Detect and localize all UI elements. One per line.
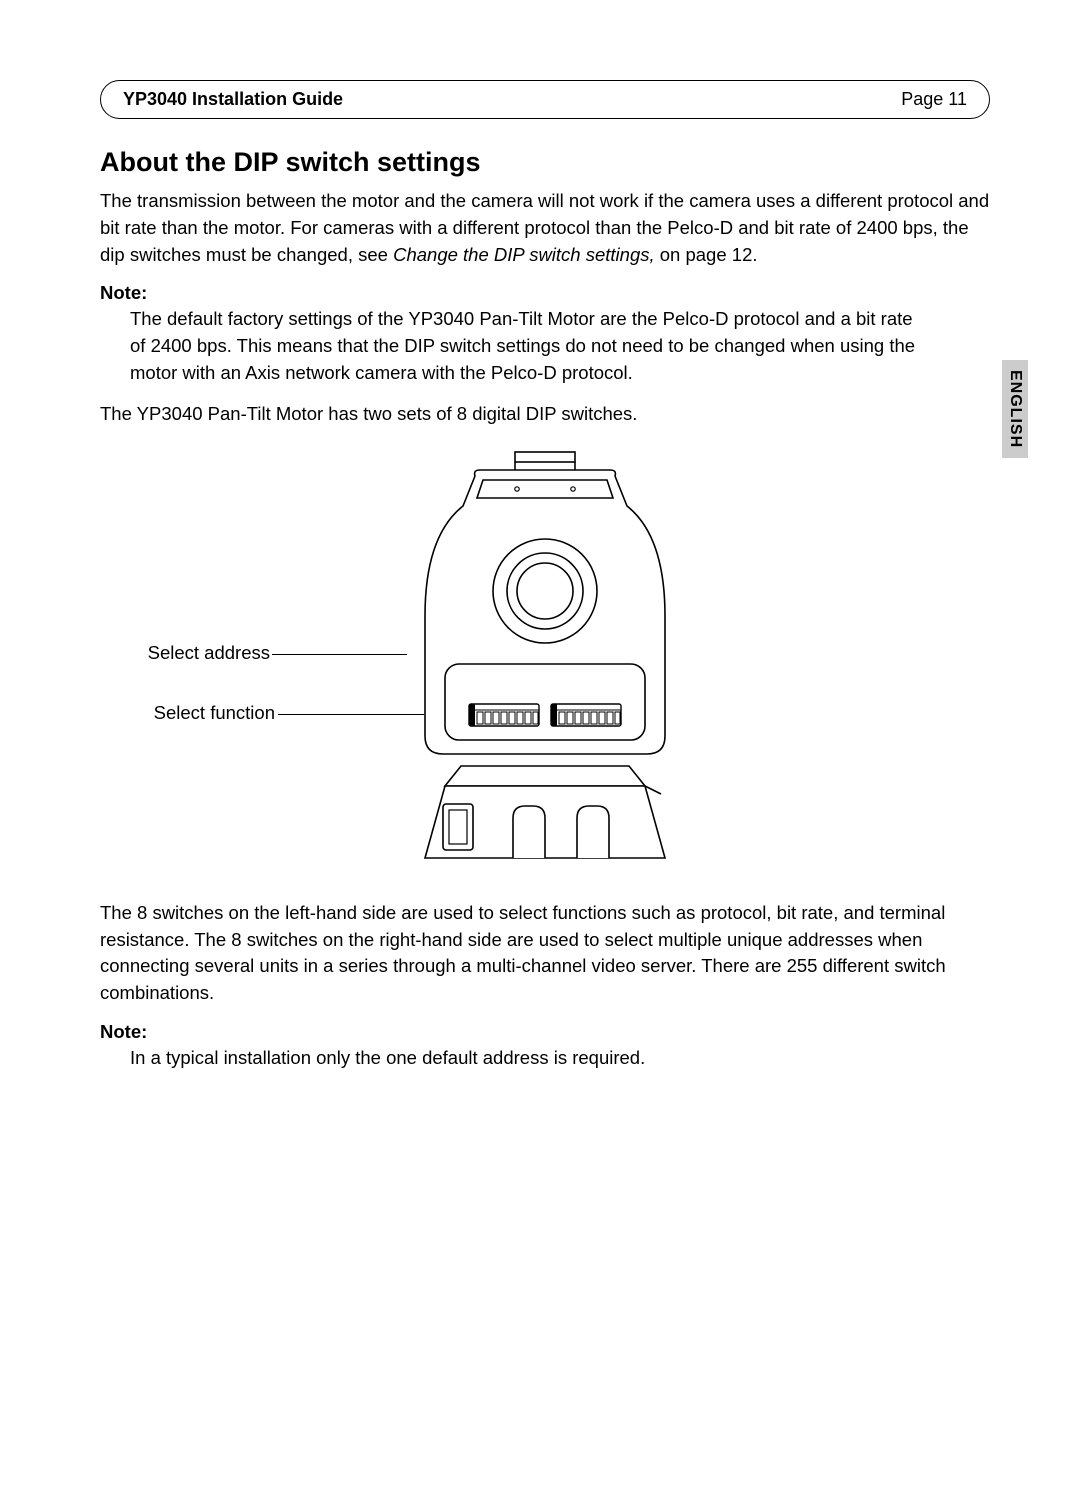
note2-body: In a typical installation only the one d… — [130, 1045, 990, 1072]
dip-right — [551, 704, 621, 726]
page-content: YP3040 Installation Guide Page 11 About … — [0, 0, 1080, 1166]
note2-label: Note: — [100, 1021, 990, 1043]
device-diagram — [365, 446, 725, 876]
device-figure: Select address Select function — [100, 446, 990, 876]
note1-body: The default factory settings of the YP30… — [130, 306, 990, 386]
callout-address-line — [272, 654, 407, 655]
paragraph-3: The 8 switches on the left-hand side are… — [100, 900, 990, 1007]
section-title: About the DIP switch settings — [100, 147, 990, 178]
callout-function-line — [278, 714, 424, 715]
page-number: Page 11 — [901, 89, 967, 110]
page-header: YP3040 Installation Guide Page 11 — [100, 80, 990, 119]
note1-label: Note: — [100, 282, 990, 304]
dip-left — [469, 704, 539, 726]
callout-address: Select address — [140, 642, 270, 664]
paragraph-2: The YP3040 Pan-Tilt Motor has two sets o… — [100, 401, 990, 428]
para1-link: Change the DIP switch settings, — [393, 244, 655, 265]
doc-title: YP3040 Installation Guide — [123, 89, 343, 110]
paragraph-1: The transmission between the motor and t… — [100, 188, 990, 268]
callout-function: Select function — [140, 702, 275, 724]
para1-text-b: on page 12. — [655, 244, 758, 265]
